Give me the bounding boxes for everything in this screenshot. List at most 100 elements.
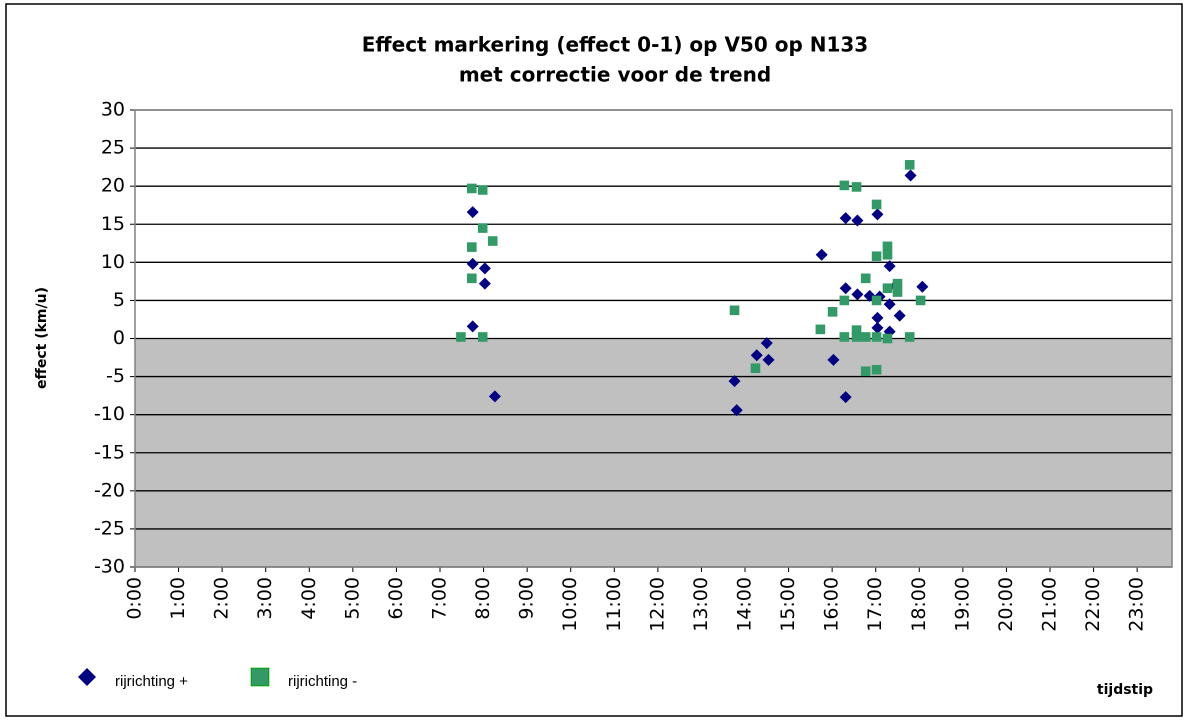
data-point xyxy=(750,363,761,374)
data-point xyxy=(456,332,466,342)
data-point xyxy=(839,212,852,225)
data-point xyxy=(839,391,852,404)
data-point xyxy=(839,180,850,191)
data-point xyxy=(750,349,763,362)
x-tick-label: 17:00 xyxy=(864,577,886,632)
data-point xyxy=(883,260,896,273)
x-axis-title: tijdstip xyxy=(1097,682,1153,698)
y-tick-label: -10 xyxy=(94,403,125,425)
data-point xyxy=(871,364,882,375)
data-point xyxy=(728,375,741,388)
data-point xyxy=(760,337,773,350)
data-point xyxy=(851,214,864,227)
x-tick-label: 12:00 xyxy=(646,577,668,632)
x-tick-label: 5:00 xyxy=(341,577,363,620)
x-tick-label: 18:00 xyxy=(908,577,930,632)
data-point xyxy=(815,248,828,261)
y-tick-label: -30 xyxy=(94,556,125,578)
x-tick-label: 20:00 xyxy=(995,577,1017,632)
x-tick-label: 23:00 xyxy=(1126,577,1148,632)
data-point xyxy=(860,366,871,377)
data-point xyxy=(466,320,479,333)
data-point xyxy=(915,295,926,306)
y-tick-label: 10 xyxy=(101,251,125,273)
data-point xyxy=(882,249,893,260)
y-tick-label: -20 xyxy=(94,479,125,501)
x-tick-label: 10:00 xyxy=(559,577,581,632)
data-point xyxy=(839,295,850,306)
data-point xyxy=(827,307,838,317)
chart-title: Effect markering (effect 0-1) op V50 op … xyxy=(362,33,868,57)
data-point xyxy=(466,206,479,219)
data-point xyxy=(871,332,882,342)
x-tick-label: 13:00 xyxy=(690,577,712,632)
y-tick-label: -25 xyxy=(94,517,125,539)
x-tick-label: 15:00 xyxy=(777,577,799,632)
data-point xyxy=(467,273,477,284)
data-point xyxy=(730,404,743,417)
data-point xyxy=(882,333,893,344)
data-point xyxy=(871,311,884,324)
data-point xyxy=(477,185,488,195)
legend-label: rijrichting + xyxy=(115,673,188,690)
x-tick-label: 16:00 xyxy=(821,577,843,632)
data-point xyxy=(467,242,477,252)
y-tick-label: 25 xyxy=(101,137,125,159)
legend-marker xyxy=(78,668,96,686)
plot-border xyxy=(134,109,1173,568)
data-point xyxy=(871,295,882,306)
chart-subtitle: met correctie voor de trend xyxy=(459,63,771,87)
y-tick-label: 20 xyxy=(101,175,125,197)
data-point xyxy=(860,332,871,342)
y-tick-label: -15 xyxy=(94,441,125,463)
x-tick-label: 22:00 xyxy=(1082,577,1104,632)
data-point xyxy=(839,332,850,342)
data-point xyxy=(882,241,893,252)
data-point xyxy=(916,280,929,293)
data-point xyxy=(839,282,852,295)
x-tick-label: 0:00 xyxy=(124,577,146,620)
y-tick-label: -5 xyxy=(106,365,125,387)
data-point xyxy=(815,324,826,335)
data-point xyxy=(466,257,479,270)
data-point xyxy=(892,278,903,289)
data-point xyxy=(477,332,488,342)
data-point xyxy=(882,283,893,294)
x-tick-label: 21:00 xyxy=(1039,577,1061,632)
y-tick-label: 15 xyxy=(101,213,125,235)
data-point xyxy=(851,288,864,301)
data-point xyxy=(904,332,915,342)
x-tick-label: 3:00 xyxy=(254,577,276,620)
data-point xyxy=(729,305,740,316)
y-tick-label: 5 xyxy=(113,289,125,311)
y-axis-title: effect (km/u) xyxy=(34,287,50,389)
data-point xyxy=(762,353,775,366)
x-tick-label: 8:00 xyxy=(472,577,494,620)
data-point xyxy=(477,223,488,233)
data-point xyxy=(851,182,862,192)
y-tick-label: 0 xyxy=(113,327,125,349)
x-tick-label: 6:00 xyxy=(385,577,407,620)
data-point xyxy=(871,208,884,221)
x-tick-label: 11:00 xyxy=(603,577,625,632)
x-tick-label: 9:00 xyxy=(516,577,538,620)
data-point xyxy=(478,262,491,275)
data-point xyxy=(893,309,906,322)
x-tick-label: 7:00 xyxy=(429,577,451,620)
data-point xyxy=(851,325,862,335)
data-point xyxy=(827,353,840,366)
data-point xyxy=(478,277,491,290)
data-point xyxy=(871,251,882,262)
data-point xyxy=(860,273,871,284)
data-point xyxy=(871,321,884,334)
data-point xyxy=(488,390,501,403)
y-tick-label: 30 xyxy=(101,99,125,121)
legend-label: rijrichting - xyxy=(288,673,357,690)
x-tick-label: 1:00 xyxy=(167,577,189,620)
data-point xyxy=(871,199,882,210)
data-point xyxy=(467,183,477,194)
data-point xyxy=(904,160,915,170)
data-point xyxy=(892,287,903,297)
x-tick-label: 4:00 xyxy=(298,577,320,620)
